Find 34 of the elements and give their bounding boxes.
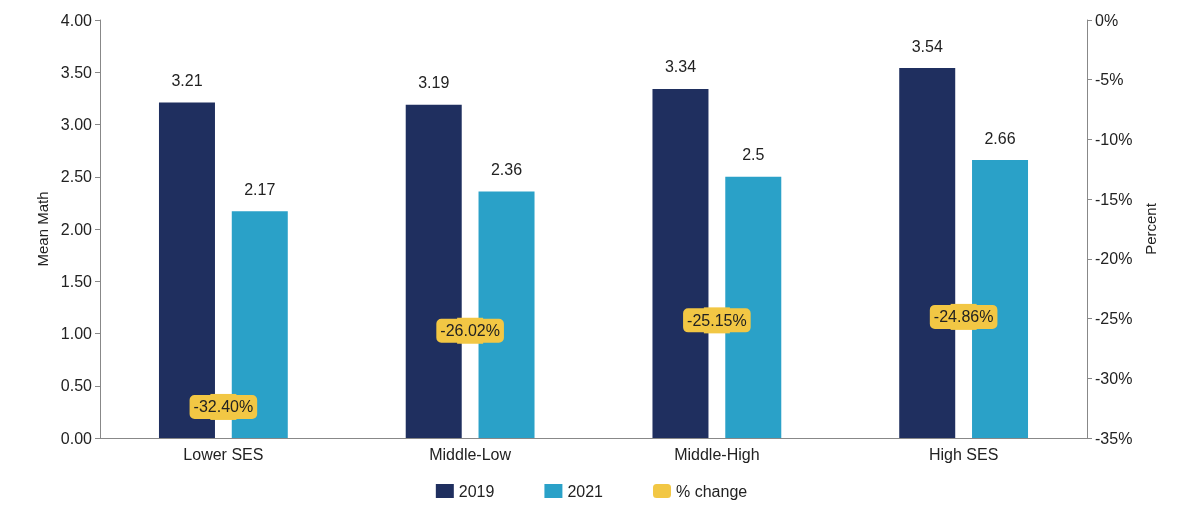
y2-tick-label: -15% [1095,190,1133,208]
data-label: 3.34 [664,58,697,76]
y-tick-label: 2.00 [60,220,93,238]
y-tick-label: 1.50 [60,272,93,290]
y2-axis-title: Percent [1142,202,1160,255]
y-tick-label: 4.00 [60,11,93,29]
legend-label: 2021 [567,482,604,500]
y2-tick-label: -35% [1095,429,1133,447]
y2-tick-label: 0% [1095,11,1119,29]
y-tick-label: 1.00 [60,325,93,342]
data-label: 2.66 [984,129,1016,147]
y-tick-label: 2.50 [60,168,93,186]
x-tick-label: Middle-Low [429,445,512,463]
y2-tick-label: -25% [1095,310,1133,328]
x-tick-label: High SES [928,445,999,463]
y-tick-label: 3.00 [60,116,93,133]
data-label: 2.17 [244,180,276,198]
y2-tick-label: -20% [1095,250,1133,268]
y2-tick-label: -10% [1095,130,1133,148]
legend-label: % change [676,482,748,500]
y-tick-label: 0.50 [60,377,93,395]
y-axis-title: Mean Math [33,191,51,267]
y2-tick-label: -30% [1095,369,1133,387]
legend-label: 2019 [458,482,495,500]
x-tick-label: Middle-High [674,445,760,463]
data-label: 2.5 [742,146,765,164]
y2-tick-label: -5% [1095,71,1124,89]
data-label: 2.36 [490,160,523,178]
y-tick-label: 3.50 [60,63,93,81]
data-label: 3.54 [911,37,943,55]
x-tick-label: Lower SES [183,445,264,463]
y-tick-label: 0.00 [60,429,93,447]
data-label: 3.21 [171,72,203,90]
data-label: 3.19 [418,74,450,92]
